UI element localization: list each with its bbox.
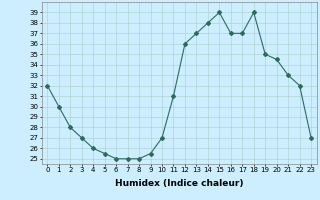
X-axis label: Humidex (Indice chaleur): Humidex (Indice chaleur) — [115, 179, 244, 188]
